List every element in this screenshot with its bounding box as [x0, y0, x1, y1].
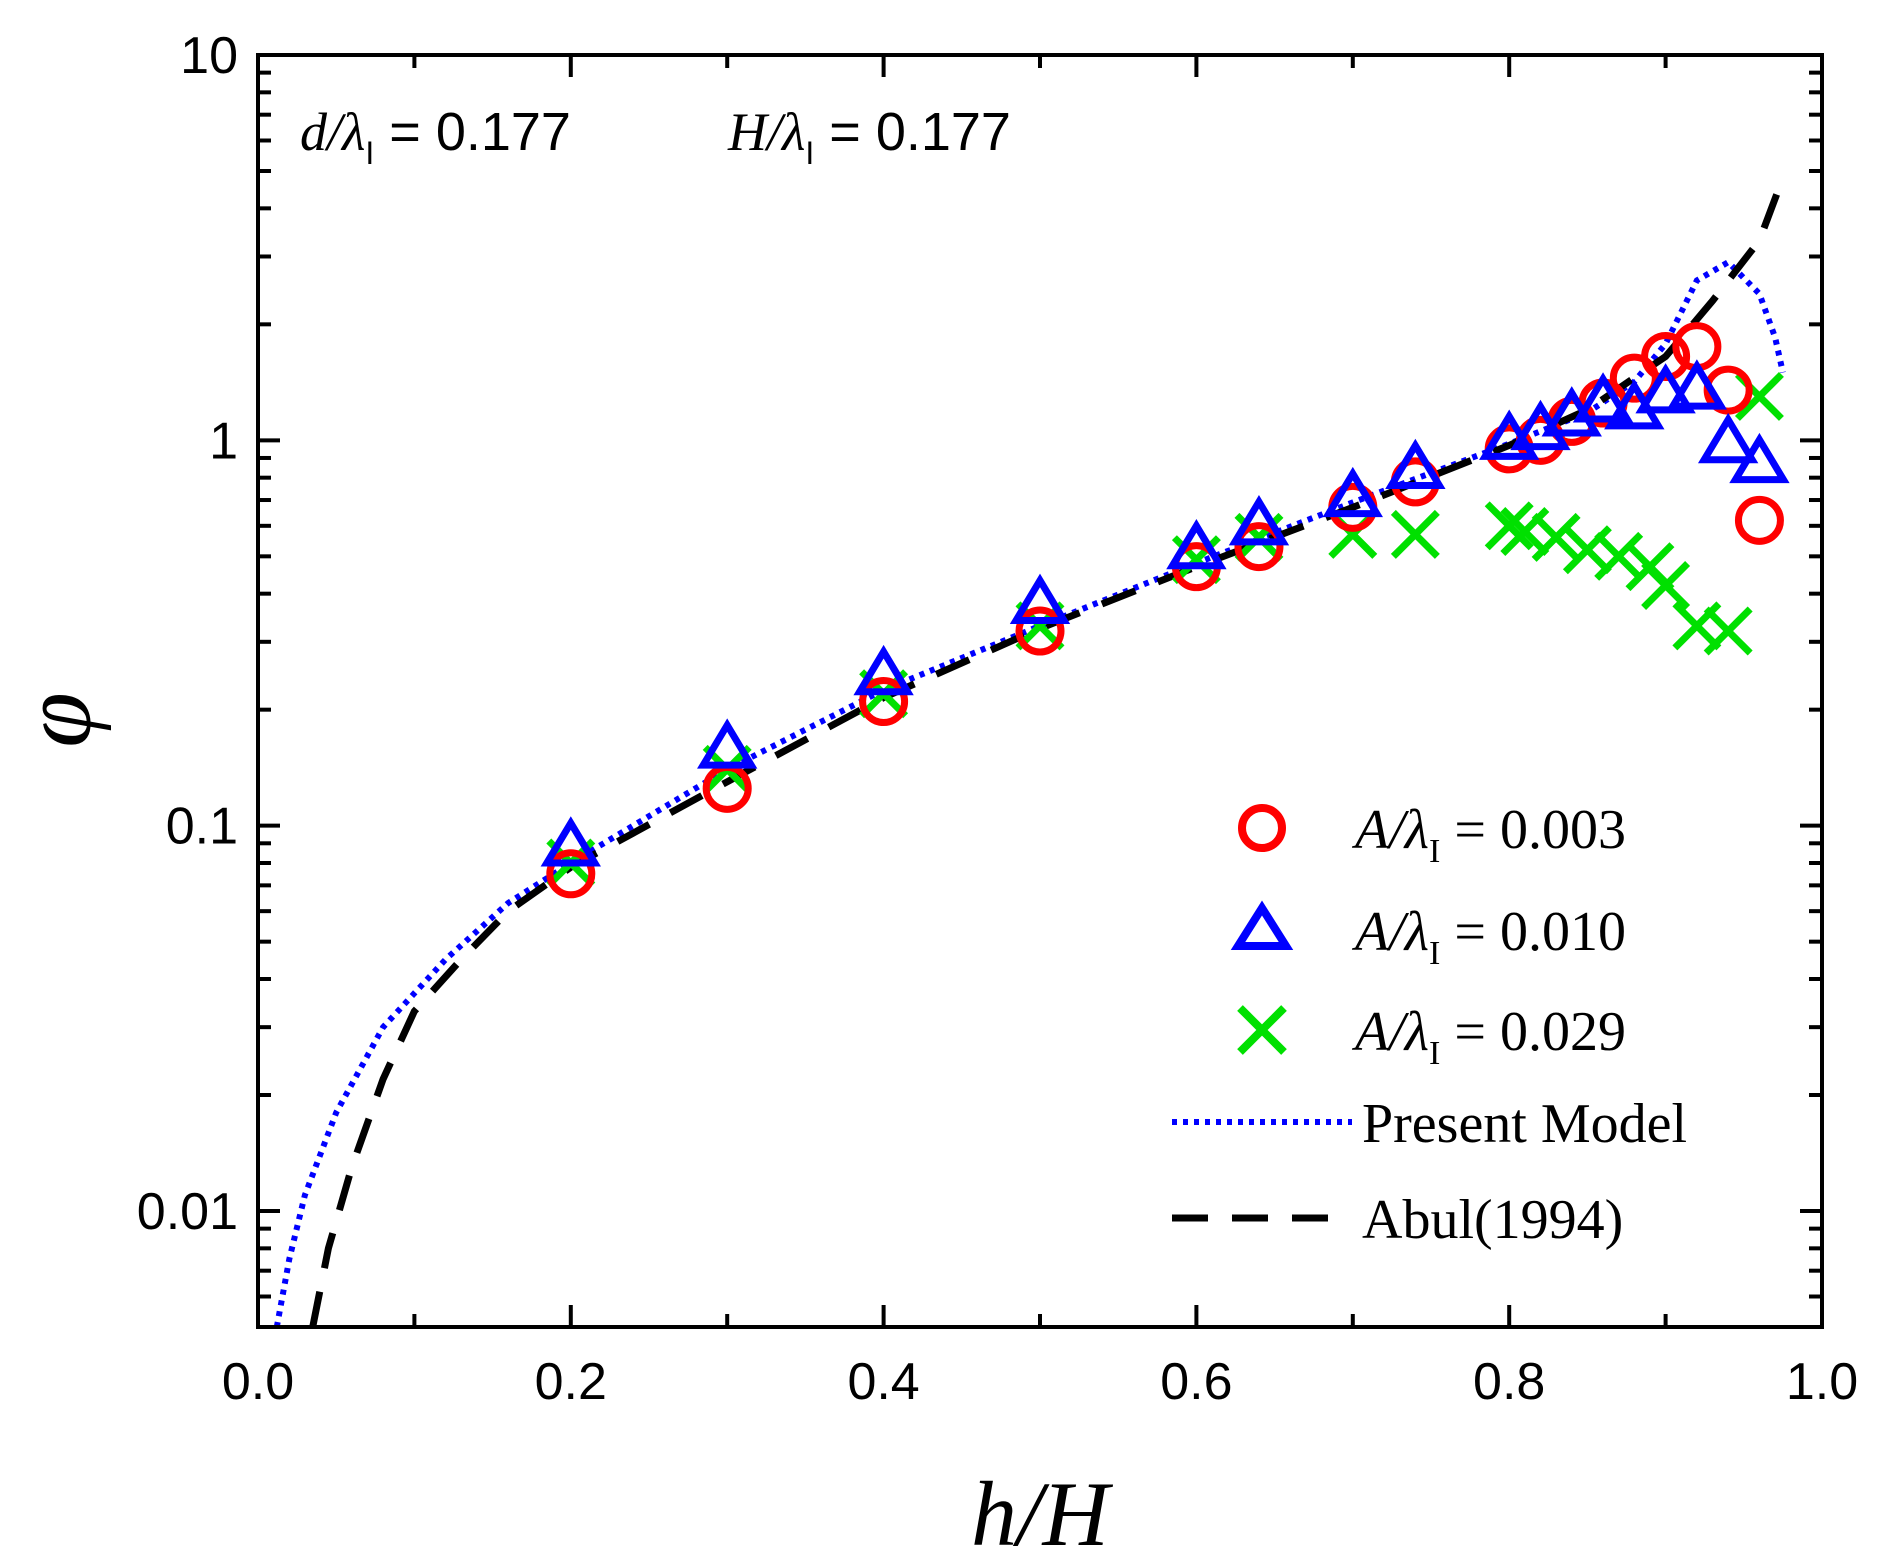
svg-text:A/λI = 0.003: A/λI = 0.003: [1351, 799, 1626, 870]
marker-cross-0029: [1641, 561, 1691, 610]
marker-circle-0003: [546, 849, 596, 899]
x-tick-label: 0.2: [535, 1353, 607, 1411]
annotation-d-value: = 0.177: [374, 102, 571, 162]
marker-triangle-0010: [1228, 495, 1290, 546]
legend-item-0029: A/λI = 0.029: [1237, 1001, 1626, 1072]
legend-item-abul: Abul(1994): [1172, 1189, 1623, 1251]
x-tick-label: 0.0: [222, 1353, 294, 1411]
legend-label-0010-sub: I: [1429, 935, 1440, 972]
marker-cross-0029: [1390, 509, 1440, 559]
legend-label-0003-value: = 0.003: [1440, 799, 1626, 861]
marker-circle-0003: [859, 677, 909, 727]
marker-triangle-0010: [1166, 518, 1227, 570]
y-tick-label: 1: [209, 412, 238, 470]
x-tick-label: 0.8: [1473, 1353, 1545, 1411]
marker-cross-0029: [1500, 507, 1550, 556]
data-markers: [540, 322, 1790, 899]
annotation-d-sub: I: [365, 135, 374, 171]
y-tick-label: 10: [180, 27, 238, 85]
legend-label-abul: Abul(1994): [1362, 1189, 1623, 1251]
legend-triangle-icon: [1230, 900, 1294, 950]
legend-label-0003-sub: I: [1429, 833, 1440, 870]
marker-triangle-0010: [1322, 466, 1383, 518]
legend-item-0003: A/λI = 0.003: [1238, 799, 1626, 870]
legend: A/λI = 0.003 A/λI = 0.010 A/λI = 0.029 P…: [1172, 799, 1687, 1251]
marker-triangle-0010: [540, 816, 601, 867]
annotation-h-value: = 0.177: [814, 102, 1011, 162]
legend-item-present-model: Present Model: [1172, 1093, 1687, 1155]
x-axis-title: h/H: [971, 1463, 1114, 1565]
legend-label-0003-prefix: A/λ: [1351, 799, 1429, 861]
marker-triangle-0010: [1729, 432, 1790, 484]
marker-circle-0003: [1703, 365, 1753, 415]
axes: [256, 53, 1824, 1329]
y-axis-title: φ: [1, 692, 112, 747]
x-tick-label: 0.4: [847, 1353, 919, 1411]
legend-label-0029-prefix: A/λ: [1351, 1001, 1429, 1063]
legend-circle-icon: [1238, 804, 1286, 852]
marker-circle-0003: [1641, 332, 1691, 382]
marker-triangle-0010: [1009, 573, 1071, 624]
marker-circle-0003: [1015, 606, 1065, 656]
legend-label-0029-value: = 0.029: [1440, 1001, 1626, 1063]
svg-text:d/λI = 0.177: d/λI = 0.177: [300, 102, 571, 171]
svg-text:A/λI = 0.010: A/λI = 0.010: [1351, 901, 1626, 972]
x-tick-label: 1.0: [1786, 1353, 1858, 1411]
annotation-h-label: H/λ: [727, 102, 805, 162]
svg-text:A/λI = 0.029: A/λI = 0.029: [1351, 1001, 1626, 1072]
x-tick-label: 0.6: [1160, 1353, 1232, 1411]
marker-cross-0029: [1531, 512, 1581, 562]
annotation-h-sub: I: [805, 135, 814, 171]
marker-cross-0029: [1703, 606, 1753, 656]
marker-triangle-0010: [853, 644, 914, 696]
legend-label-0010-value: = 0.010: [1440, 901, 1626, 963]
parameter-annotation: d/λI = 0.177 H/λI = 0.177: [300, 102, 1011, 171]
annotation-d-label: d/λ: [300, 102, 365, 162]
y-tick-label: 0.1: [166, 798, 238, 856]
marker-triangle-0010: [1666, 359, 1728, 410]
legend-label-0010-prefix: A/λ: [1351, 901, 1429, 963]
legend-item-0010: A/λI = 0.010: [1230, 900, 1626, 972]
tick-labels: 0.0 0.2 0.4 0.6 0.8 1.0 0.01 0.1 1 10: [137, 27, 1858, 1411]
marker-triangle-0010: [1635, 363, 1696, 414]
marker-triangle-0010: [1572, 372, 1634, 423]
svg-text:H/λI = 0.177: H/λI = 0.177: [727, 102, 1011, 171]
marker-circle-0003: [1734, 495, 1784, 545]
marker-cross-0029: [1484, 501, 1534, 551]
marker-triangle-0010: [697, 718, 758, 769]
marker-cross-0029: [1594, 531, 1644, 581]
marker-circle-0003: [1234, 522, 1284, 572]
legend-label-present-model: Present Model: [1362, 1093, 1687, 1155]
legend-cross-icon: [1237, 1005, 1287, 1055]
y-tick-label: 0.01: [137, 1183, 238, 1241]
legend-label-0029-sub: I: [1429, 1035, 1440, 1072]
marker-triangle-0010: [1697, 412, 1759, 464]
marker-triangle-0010: [1385, 438, 1446, 490]
